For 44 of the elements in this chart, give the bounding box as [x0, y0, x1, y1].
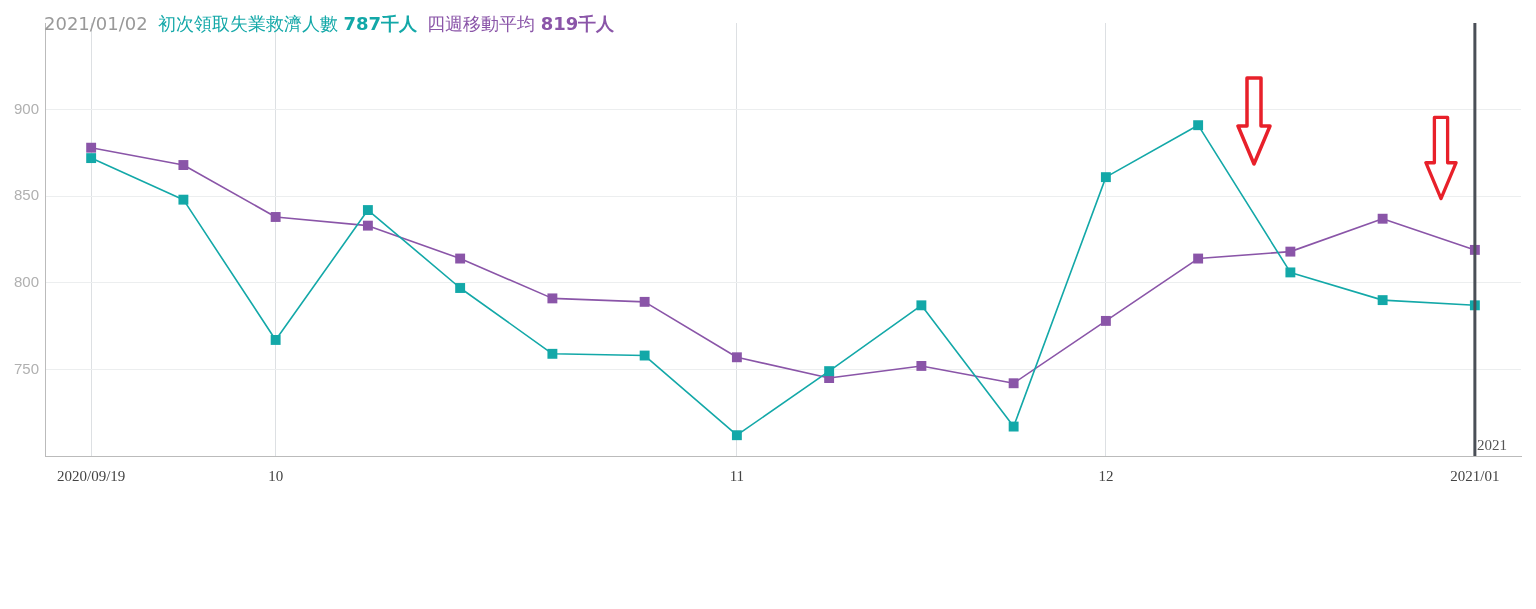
ref-line-label: 2021: [1476, 437, 1507, 454]
point: [1193, 253, 1204, 264]
point: [916, 360, 927, 371]
point: [178, 160, 189, 170]
point: [1377, 295, 1388, 306]
point: [916, 300, 927, 311]
point: [1100, 315, 1111, 326]
point: [1285, 246, 1296, 257]
point: [1377, 213, 1388, 224]
x-tick-label: 2020/09/19: [56, 467, 126, 484]
point: [86, 142, 97, 153]
point: [731, 430, 742, 441]
y-tick-label: 900: [14, 99, 40, 117]
x-tick-label: 2021/01: [1450, 467, 1500, 484]
x-tick-label: 11: [729, 467, 745, 484]
point: [455, 253, 466, 264]
text: 初次領取失業救濟人數: [157, 13, 338, 34]
x-tick-label: 10: [268, 467, 284, 484]
point: [1008, 378, 1019, 389]
text: 四週移動平均: [427, 13, 536, 34]
point: [178, 194, 189, 205]
point: [362, 220, 373, 231]
annotation: 787千人: [343, 13, 418, 34]
point: [731, 352, 742, 363]
y-tick-label: 850: [14, 186, 40, 204]
point: [1008, 421, 1019, 432]
point: [1285, 267, 1296, 278]
point: [547, 348, 558, 359]
point: [455, 283, 466, 293]
x-tick-label: 12: [1098, 467, 1114, 484]
point: [639, 296, 650, 307]
point: [639, 350, 650, 361]
point: [1193, 120, 1204, 131]
point: [86, 153, 97, 164]
point: [1100, 172, 1111, 183]
point: [270, 335, 281, 345]
y-tick-label: 750: [14, 359, 40, 377]
point: [547, 293, 558, 304]
annotation: 819千人: [540, 13, 615, 34]
point: [362, 205, 373, 216]
y-tick-label: 800: [14, 272, 40, 290]
chart-title: 2021/01/02: [44, 13, 148, 34]
point: [270, 212, 281, 222]
point: [824, 366, 835, 377]
